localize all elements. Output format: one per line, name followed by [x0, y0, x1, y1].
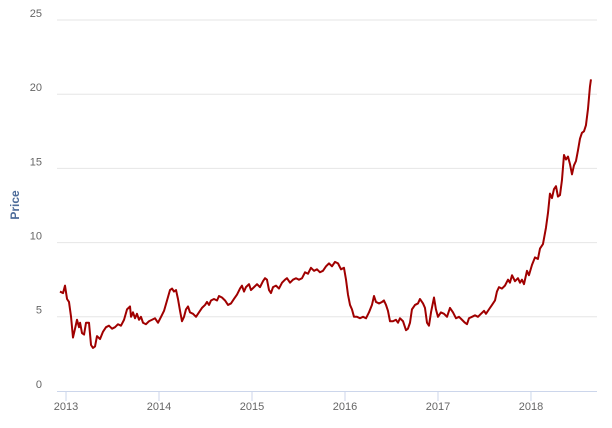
- x-tick-label: 2015: [240, 401, 264, 413]
- x-tick-label: 2016: [333, 401, 357, 413]
- x-tick-label: 2018: [519, 401, 543, 413]
- y-tick-label: 10: [30, 231, 42, 243]
- x-tick-label: 2013: [54, 401, 78, 413]
- x-tick-label: 2014: [147, 401, 171, 413]
- y-tick-label: 25: [30, 8, 42, 20]
- x-tick-label: 2017: [426, 401, 450, 413]
- price-line: [59, 79, 592, 349]
- y-tick-label: 5: [36, 305, 42, 317]
- y-tick-label: 20: [30, 82, 42, 94]
- y-tick-label: 0: [36, 379, 42, 391]
- y-tick-label: 15: [30, 156, 42, 168]
- y-axis-label: Price: [8, 190, 22, 220]
